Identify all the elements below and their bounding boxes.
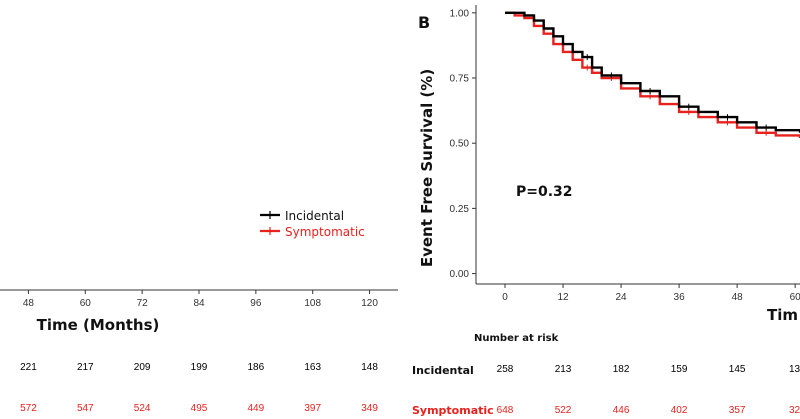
right-y-tick-label: 0.50 (450, 139, 470, 150)
right-risk-value-partial: 32 (789, 405, 800, 416)
left-risk-value-incidental: 186 (248, 362, 265, 373)
legend: Incidental Symptomatic (260, 209, 365, 239)
left-risk-value-symptomatic: 397 (304, 403, 321, 414)
p-value-annotation: P=0.32 (516, 184, 573, 200)
left-risk-value-symptomatic: 495 (191, 403, 208, 414)
right-risk-value-incidental: 145 (729, 364, 746, 375)
right-series-incidental (505, 11, 800, 133)
left-risk-value-incidental: 217 (77, 362, 94, 373)
right-y-axis-title: Event Free Survival (%) (418, 69, 436, 267)
right-y-tick-label: 0.25 (450, 204, 470, 215)
left-risk-value-symptomatic: 349 (361, 403, 378, 414)
right-x-axis-title: Tim (767, 306, 798, 324)
left-x-tick-label: 120 (361, 298, 378, 309)
right-risk-value-symptomatic: 402 (671, 405, 688, 416)
number-at-risk-title: Number at risk (474, 333, 559, 344)
right-risk-value-symptomatic: 522 (555, 405, 572, 416)
right-risk-value-symptomatic: 446 (613, 405, 630, 416)
left-risk-value-symptomatic: 449 (248, 403, 265, 414)
right-series-symptomatic (505, 11, 800, 138)
left-x-tick-label: 84 (193, 298, 205, 309)
left-risk-value-incidental: 221 (20, 362, 37, 373)
right-x-tick-label: 48 (732, 292, 744, 303)
left-x-axis-title: Time (Months) (37, 316, 160, 334)
right-risk-value-incidental: 213 (555, 364, 572, 375)
right-y-tick-label: 0.00 (450, 269, 470, 280)
left-risk-value-incidental: 209 (134, 362, 151, 373)
risk-group-symptomatic: Symptomatic (412, 404, 494, 417)
right-x-tick-label: 60 (790, 292, 800, 303)
left-risk-value-symptomatic: 572 (20, 403, 37, 414)
panel-label-b: B (418, 13, 430, 32)
right-y-tick-label: 1.00 (450, 8, 470, 19)
right-risk-value-partial: 13 (789, 364, 800, 375)
left-x-tick-label: 72 (137, 298, 149, 309)
right-y-tick-label: 0.75 (450, 74, 470, 85)
left-x-tick-label: 60 (80, 298, 92, 309)
left-x-tick-label: 108 (304, 298, 321, 309)
right-risk-value-incidental: 159 (671, 364, 688, 375)
right-x-tick-label: 36 (674, 292, 686, 303)
right-x-tick-label: 12 (557, 292, 569, 303)
legend-incidental-label: Incidental (285, 209, 344, 223)
right-risk-value-incidental: 258 (497, 364, 514, 375)
left-risk-value-incidental: 199 (191, 362, 208, 373)
left-risk-value-incidental: 148 (361, 362, 378, 373)
right-panel: B 0 12 24 36 48 60 0.00 0.25 0.50 0.75 1.00 Event … (412, 5, 800, 417)
right-risk-value-symptomatic: 357 (729, 405, 746, 416)
left-risk-value-symptomatic: 524 (134, 403, 151, 414)
risk-group-incidental: Incidental (412, 364, 474, 377)
right-risk-value-symptomatic: 648 (497, 405, 514, 416)
left-risk-value-incidental: 163 (304, 362, 321, 373)
right-risk-value-incidental: 182 (613, 364, 630, 375)
right-x-tick-label: 24 (616, 292, 628, 303)
right-x-tick-label: 0 (502, 292, 508, 303)
left-panel: 48 60 72 84 96 108 120 Incidental Symptomatic … (0, 209, 398, 414)
legend-symptomatic-label: Symptomatic (285, 225, 365, 239)
left-risk-value-symptomatic: 547 (77, 403, 94, 414)
left-x-tick-label: 96 (250, 298, 262, 309)
left-x-tick-label: 48 (23, 298, 35, 309)
